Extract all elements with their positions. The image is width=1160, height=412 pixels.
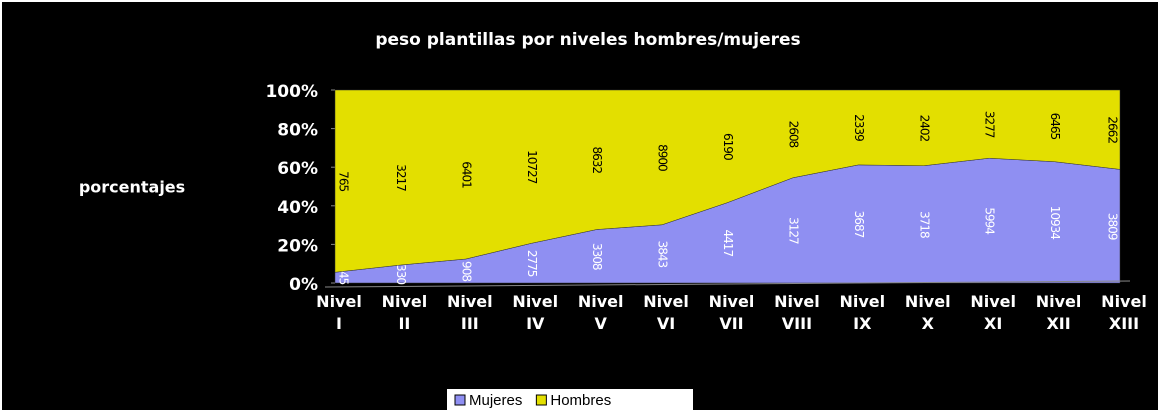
x-tick-label: Nivel VII [709, 292, 755, 333]
legend-box [447, 389, 693, 411]
y-axis-label: porcentajes [79, 178, 185, 197]
x-tick-label: Nivel II [382, 292, 428, 333]
data-label: 6401 [459, 161, 473, 188]
x-tick-label: Nivel III [447, 292, 493, 333]
data-label: 765 [337, 171, 351, 191]
y-tick-label: 60% [277, 159, 318, 179]
data-label: 4417 [721, 230, 735, 257]
data-label: 2775 [525, 250, 539, 277]
data-label: 908 [459, 261, 473, 281]
legend-swatch [454, 394, 466, 406]
y-tick-label: 20% [277, 236, 318, 256]
data-label: 8632 [590, 146, 604, 173]
x-tick-label: Nivel XI [970, 292, 1016, 333]
area [334, 89, 1121, 273]
legend-label: Mujeres [469, 392, 522, 409]
data-label: 6465 [1048, 113, 1062, 140]
x-tick-label: Nivel I [316, 292, 362, 333]
data-label: 3277 [983, 111, 997, 138]
y-tick-label: 0% [289, 275, 318, 295]
data-label: 2608 [786, 121, 800, 148]
x-axis [324, 280, 1131, 288]
x-tick-label: Nivel VI [643, 292, 689, 333]
legend-swatch [535, 394, 547, 406]
data-label: 5994 [983, 207, 997, 234]
data-label: 3843 [656, 241, 670, 268]
x-tick-label: Nivel XII [1036, 292, 1082, 333]
x-tick-label: Nivel VIII [774, 292, 820, 333]
data-label: 8900 [656, 144, 670, 171]
data-label: 2402 [917, 115, 931, 142]
y-tick-label: 40% [277, 198, 318, 218]
data-label: 2662 [1106, 116, 1120, 143]
data-label: 3809 [1106, 213, 1120, 240]
data-label: 3127 [786, 217, 800, 244]
x-tick-label: Nivel XIII [1101, 292, 1147, 333]
data-label: 3718 [917, 211, 931, 238]
x-tick-label: Nivel IX [840, 292, 886, 333]
x-tick-label: Nivel V [578, 292, 624, 333]
data-label: 45 [337, 271, 351, 285]
x-tick-label: Nivel IV [512, 292, 558, 333]
x-tick-label: Nivel X [905, 292, 951, 333]
legend: Mujeres Hombres [447, 389, 693, 411]
data-label: 6190 [721, 133, 735, 160]
data-label: 2339 [852, 114, 866, 141]
data-label: 3217 [394, 164, 408, 191]
data-label: 330 [394, 264, 408, 284]
legend-label: Hombres [550, 392, 611, 409]
data-label: 10727 [525, 150, 539, 184]
data-label: 10934 [1048, 206, 1062, 240]
data-label: 3308 [590, 243, 604, 270]
chart-title: peso plantillas por niveles hombres/muje… [375, 30, 800, 50]
y-tick-label: 80% [277, 121, 318, 141]
y-tick-label: 100% [265, 82, 318, 102]
data-label: 3687 [852, 211, 866, 238]
